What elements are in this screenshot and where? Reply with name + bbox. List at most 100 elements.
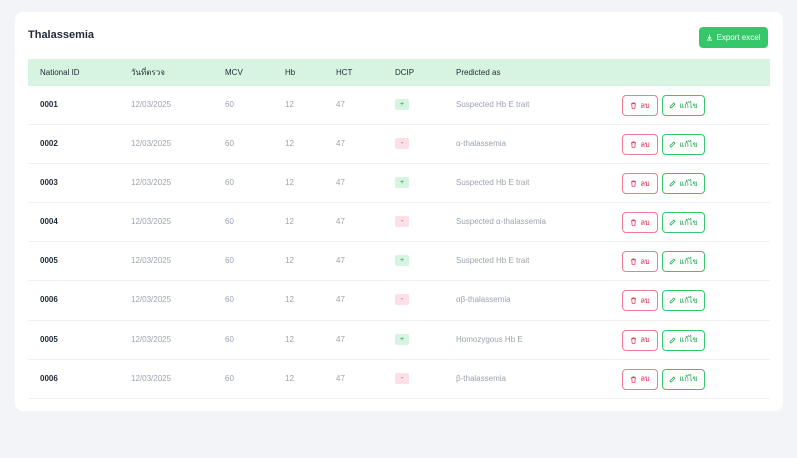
delete-button[interactable]: ลบ (622, 251, 658, 273)
delete-button[interactable]: ลบ (622, 95, 658, 116)
national-id-cell: 0005 (40, 256, 58, 266)
exam-date-cell: 12/03/2025 (131, 217, 172, 227)
mcv-cell: 60 (225, 256, 234, 266)
pencil-icon (670, 180, 676, 187)
dcip-badge: - (395, 372, 409, 384)
download-icon (707, 34, 713, 41)
mcv-cell: 60 (225, 100, 234, 109)
delete-button[interactable]: ลบ (622, 212, 658, 234)
dcip-badge: + (395, 255, 409, 267)
exam-date-cell: 12/03/2025 (131, 178, 172, 188)
edit-label: แก้ไข (679, 100, 698, 110)
export-excel-button[interactable]: Export excel (699, 27, 768, 48)
exam-date-cell: 12/03/2025 (131, 100, 172, 109)
header-national-id: National ID (40, 68, 80, 77)
delete-button[interactable]: ลบ (622, 368, 658, 390)
dcip-badge: + (395, 177, 409, 189)
edit-label: แก้ไข (679, 256, 698, 266)
pencil-icon (670, 376, 676, 382)
edit-button[interactable]: แก้ไข (662, 134, 705, 156)
dcip-badge: - (395, 216, 409, 228)
edit-button[interactable]: แก้ไข (662, 251, 705, 273)
edit-label: แก้ไข (679, 295, 698, 305)
hb-cell: 12 (285, 256, 294, 266)
national-id-cell: 0006 (40, 295, 58, 305)
trash-icon (631, 298, 637, 305)
exam-date-cell: 12/03/2025 (131, 334, 172, 344)
delete-label: ลบ (640, 100, 650, 110)
delete-label: ลบ (640, 256, 650, 266)
predicted-as-cell: Suspected α-thalassemia (456, 217, 547, 227)
table-row: 0001 12/03/2025 60 12 47 + Suspected Hb … (28, 86, 770, 126)
mcv-cell: 60 (225, 139, 234, 149)
predicted-as-cell: Homozygous Hb E (456, 334, 523, 344)
edit-button[interactable]: แก้ไข (662, 329, 705, 351)
delete-button[interactable]: ลบ (622, 290, 658, 312)
edit-label: แก้ไข (679, 335, 698, 345)
delete-label: ลบ (640, 335, 650, 345)
trash-icon (631, 180, 637, 187)
edit-label: แก้ไข (679, 139, 698, 149)
hct-cell: 47 (336, 217, 345, 227)
table-row: 0005 12/03/2025 60 12 47 + Homozygous Hb… (28, 321, 770, 360)
trash-icon (631, 376, 637, 383)
trash-icon (631, 337, 637, 344)
table-row: 0006 12/03/2025 60 12 47 - β-thalassemia… (28, 360, 770, 399)
header-hct: HCT (336, 68, 353, 77)
export-excel-label: Export excel (716, 33, 761, 42)
delete-label: ลบ (640, 178, 650, 188)
predicted-as-cell: Suspected Hb E trait (456, 256, 530, 266)
pencil-icon (670, 337, 676, 343)
national-id-cell: 0004 (40, 217, 58, 227)
header-exam-date: วันที่ตรวจ (131, 68, 165, 77)
hb-cell: 12 (285, 334, 294, 344)
mcv-cell: 60 (225, 334, 234, 344)
dcip-badge: - (395, 138, 409, 150)
delete-label: ลบ (640, 217, 650, 227)
national-id-cell: 0001 (40, 100, 58, 109)
table-header: National ID วันที่ตรวจ MCV Hb HCT DCIP P… (28, 59, 770, 86)
mcv-cell: 60 (225, 178, 234, 188)
pencil-icon (670, 141, 676, 148)
mcv-cell: 60 (225, 373, 234, 383)
header-dcip: DCIP (395, 68, 415, 77)
delete-label: ลบ (640, 295, 650, 305)
table-row: 0003 12/03/2025 60 12 47 + Suspected Hb … (28, 164, 770, 204)
dcip-badge: - (395, 294, 409, 306)
delete-button[interactable]: ลบ (622, 329, 658, 351)
delete-label: ลบ (640, 374, 650, 384)
hct-cell: 47 (336, 373, 345, 383)
edit-label: แก้ไข (679, 178, 698, 188)
pencil-icon (670, 258, 676, 265)
predicted-as-cell: β-thalassemia (456, 373, 506, 383)
hct-cell: 47 (336, 100, 345, 109)
hct-cell: 47 (336, 295, 345, 305)
edit-button[interactable]: แก้ไข (662, 290, 705, 312)
header-mcv: MCV (225, 68, 243, 77)
exam-date-cell: 12/03/2025 (131, 256, 172, 266)
pencil-icon (670, 102, 676, 109)
exam-date-cell: 12/03/2025 (131, 295, 172, 305)
delete-label: ลบ (640, 139, 650, 149)
hct-cell: 47 (336, 334, 345, 344)
hb-cell: 12 (285, 373, 294, 383)
mcv-cell: 60 (225, 295, 234, 305)
delete-button[interactable]: ลบ (622, 134, 658, 156)
hct-cell: 47 (336, 139, 345, 149)
national-id-cell: 0002 (40, 139, 58, 149)
edit-button[interactable]: แก้ไข (662, 173, 705, 195)
table-row: 0006 12/03/2025 60 12 47 - αβ-thalassemi… (28, 281, 770, 321)
edit-button[interactable]: แก้ไข (662, 368, 705, 390)
exam-date-cell: 12/03/2025 (131, 139, 172, 149)
national-id-cell: 0006 (40, 373, 58, 383)
thalassemia-card: Thalassemia Export excel National ID วัน… (15, 12, 783, 411)
predicted-as-cell: Suspected Hb E trait (456, 178, 530, 188)
delete-button[interactable]: ลบ (622, 173, 658, 195)
hct-cell: 47 (336, 256, 345, 266)
edit-button[interactable]: แก้ไข (662, 95, 705, 116)
edit-label: แก้ไข (679, 374, 698, 384)
mcv-cell: 60 (225, 217, 234, 227)
edit-button[interactable]: แก้ไข (662, 212, 705, 234)
header-predicted-as: Predicted as (456, 68, 501, 77)
hct-cell: 47 (336, 178, 345, 188)
